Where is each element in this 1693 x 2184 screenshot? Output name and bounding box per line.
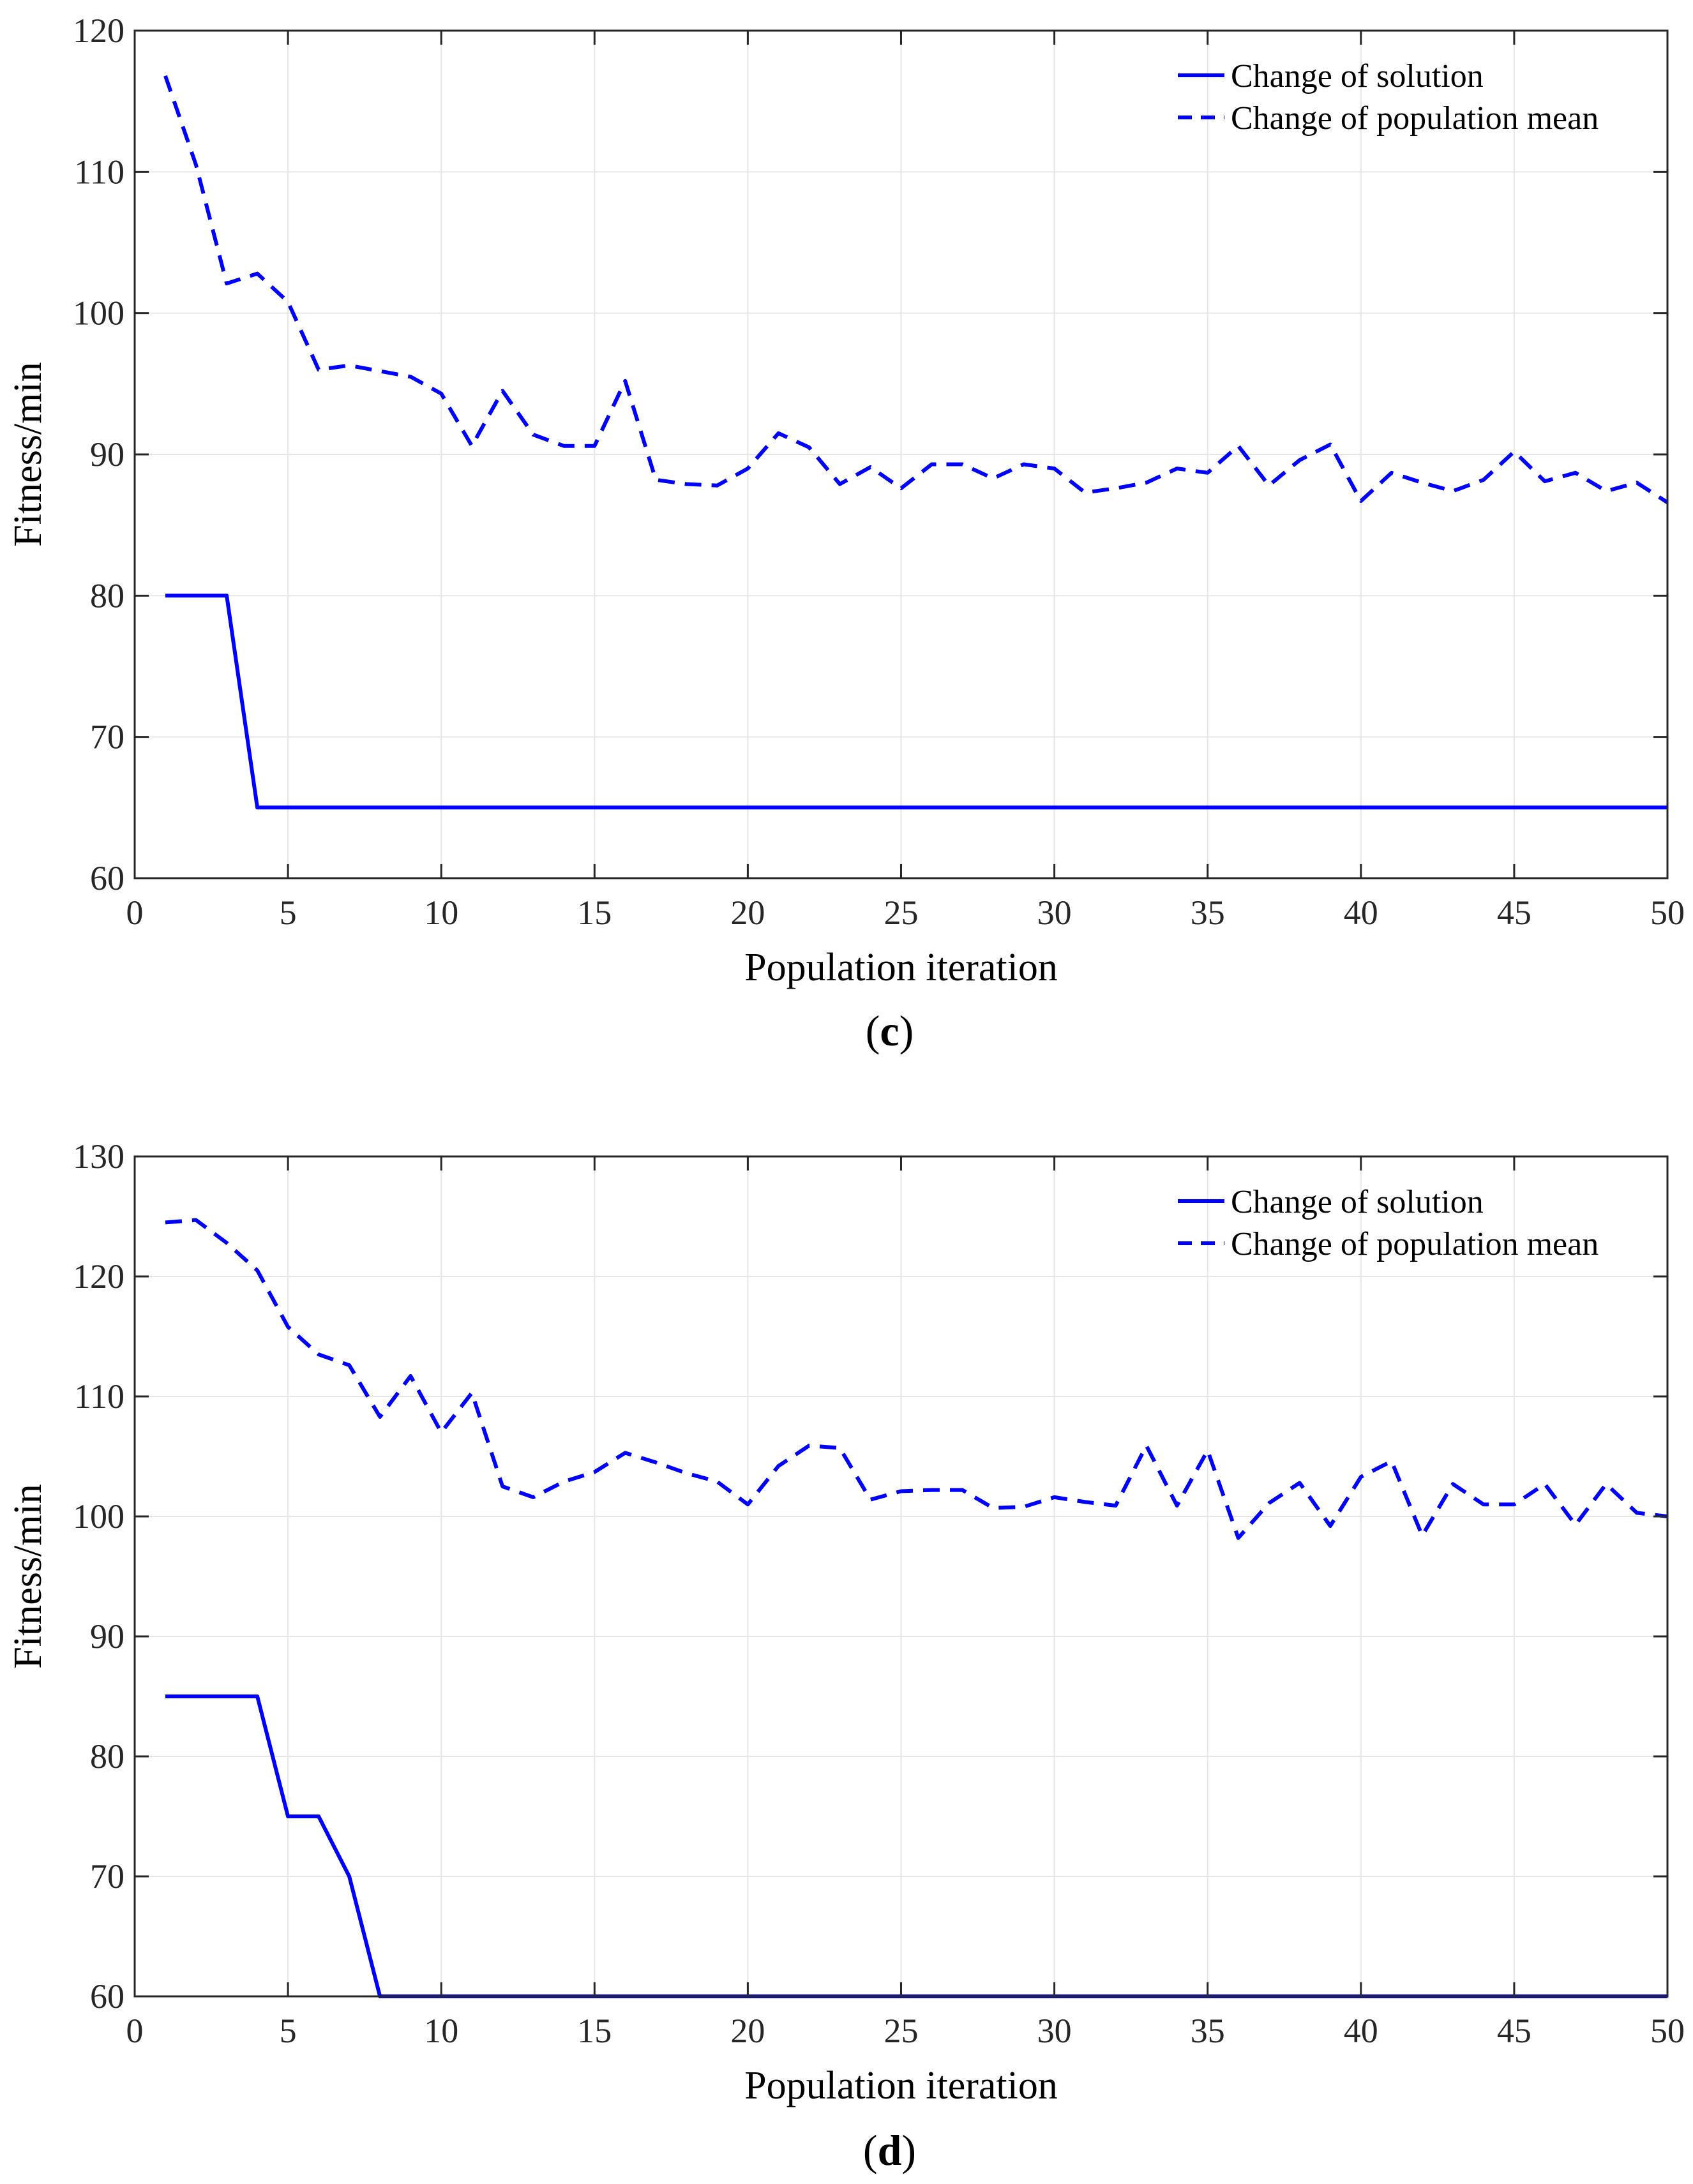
x-tick-label: 35 (1191, 894, 1225, 932)
x-tick-label: 50 (1650, 894, 1685, 932)
y-tick-label: 120 (73, 1257, 124, 1296)
x-tick-label: 0 (126, 894, 144, 932)
x-tick-label: 20 (730, 2012, 765, 2050)
x-tick-label: 10 (424, 894, 458, 932)
y-tick-label: 80 (90, 1737, 124, 1776)
legend-label: Change of population mean (1231, 100, 1599, 137)
y-tick-label: 90 (90, 1617, 124, 1656)
x-axis-label: Population iteration (744, 2064, 1058, 2107)
series-line-population-mean (165, 1218, 1668, 1540)
y-axis-label: Fitness/min (6, 362, 50, 546)
x-tick-label: 5 (280, 894, 297, 932)
y-tick-label: 130 (73, 1137, 124, 1176)
y-axis-label: Fitness/min (6, 1484, 50, 1668)
panel-caption: (d) (863, 2126, 916, 2174)
y-tick-label: 70 (90, 1857, 124, 1896)
legend-label: Change of solution (1231, 58, 1484, 94)
series-line-solution (165, 594, 1667, 810)
x-tick-label: 25 (884, 2012, 919, 2050)
y-tick-label: 120 (73, 11, 124, 50)
series-line-population-mean (163, 75, 1669, 504)
y-tick-label: 100 (73, 294, 124, 333)
x-axis-label: Population iteration (744, 946, 1058, 989)
x-tick-label: 0 (126, 2012, 144, 2050)
panel-caption: (c) (866, 1006, 914, 1055)
x-tick-label: 45 (1497, 2012, 1531, 2050)
chart-panel-c: 0 5 10 15 20 25 30 35 40 45 50 60 70 80 90 100 110 120 Pop… (6, 11, 1685, 1055)
x-tick-label: 20 (730, 894, 765, 932)
x-tick-label: 25 (884, 894, 919, 932)
legend-label: Change of solution (1231, 1184, 1484, 1220)
y-tick-label: 110 (74, 153, 124, 191)
chart-panel-d: 0 5 10 15 20 25 30 35 40 45 50 60 70 80 90 100 110 120 130… (6, 1137, 1685, 2174)
x-tick-label: 30 (1037, 894, 1072, 932)
x-tick-label: 45 (1497, 894, 1531, 932)
y-tick-label: 90 (90, 435, 124, 474)
x-tick-label: 50 (1650, 2012, 1685, 2050)
legend-label: Change of population mean (1231, 1226, 1599, 1262)
y-tick-label: 60 (90, 859, 124, 897)
y-tick-label: 70 (90, 718, 124, 756)
x-tick-label: 15 (577, 894, 612, 932)
x-tick-label: 10 (424, 2012, 458, 2050)
x-tick-label: 40 (1344, 2012, 1378, 2050)
x-tick-label: 15 (577, 2012, 612, 2050)
y-tick-label: 100 (73, 1497, 124, 1536)
y-tick-label: 60 (90, 1977, 124, 2016)
x-tick-label: 5 (280, 2012, 297, 2050)
x-tick-label: 30 (1037, 2012, 1072, 2050)
x-tick-label: 40 (1344, 894, 1378, 932)
y-tick-label: 80 (90, 576, 124, 615)
x-tick-label: 35 (1191, 2012, 1225, 2050)
y-tick-label: 110 (74, 1377, 124, 1416)
